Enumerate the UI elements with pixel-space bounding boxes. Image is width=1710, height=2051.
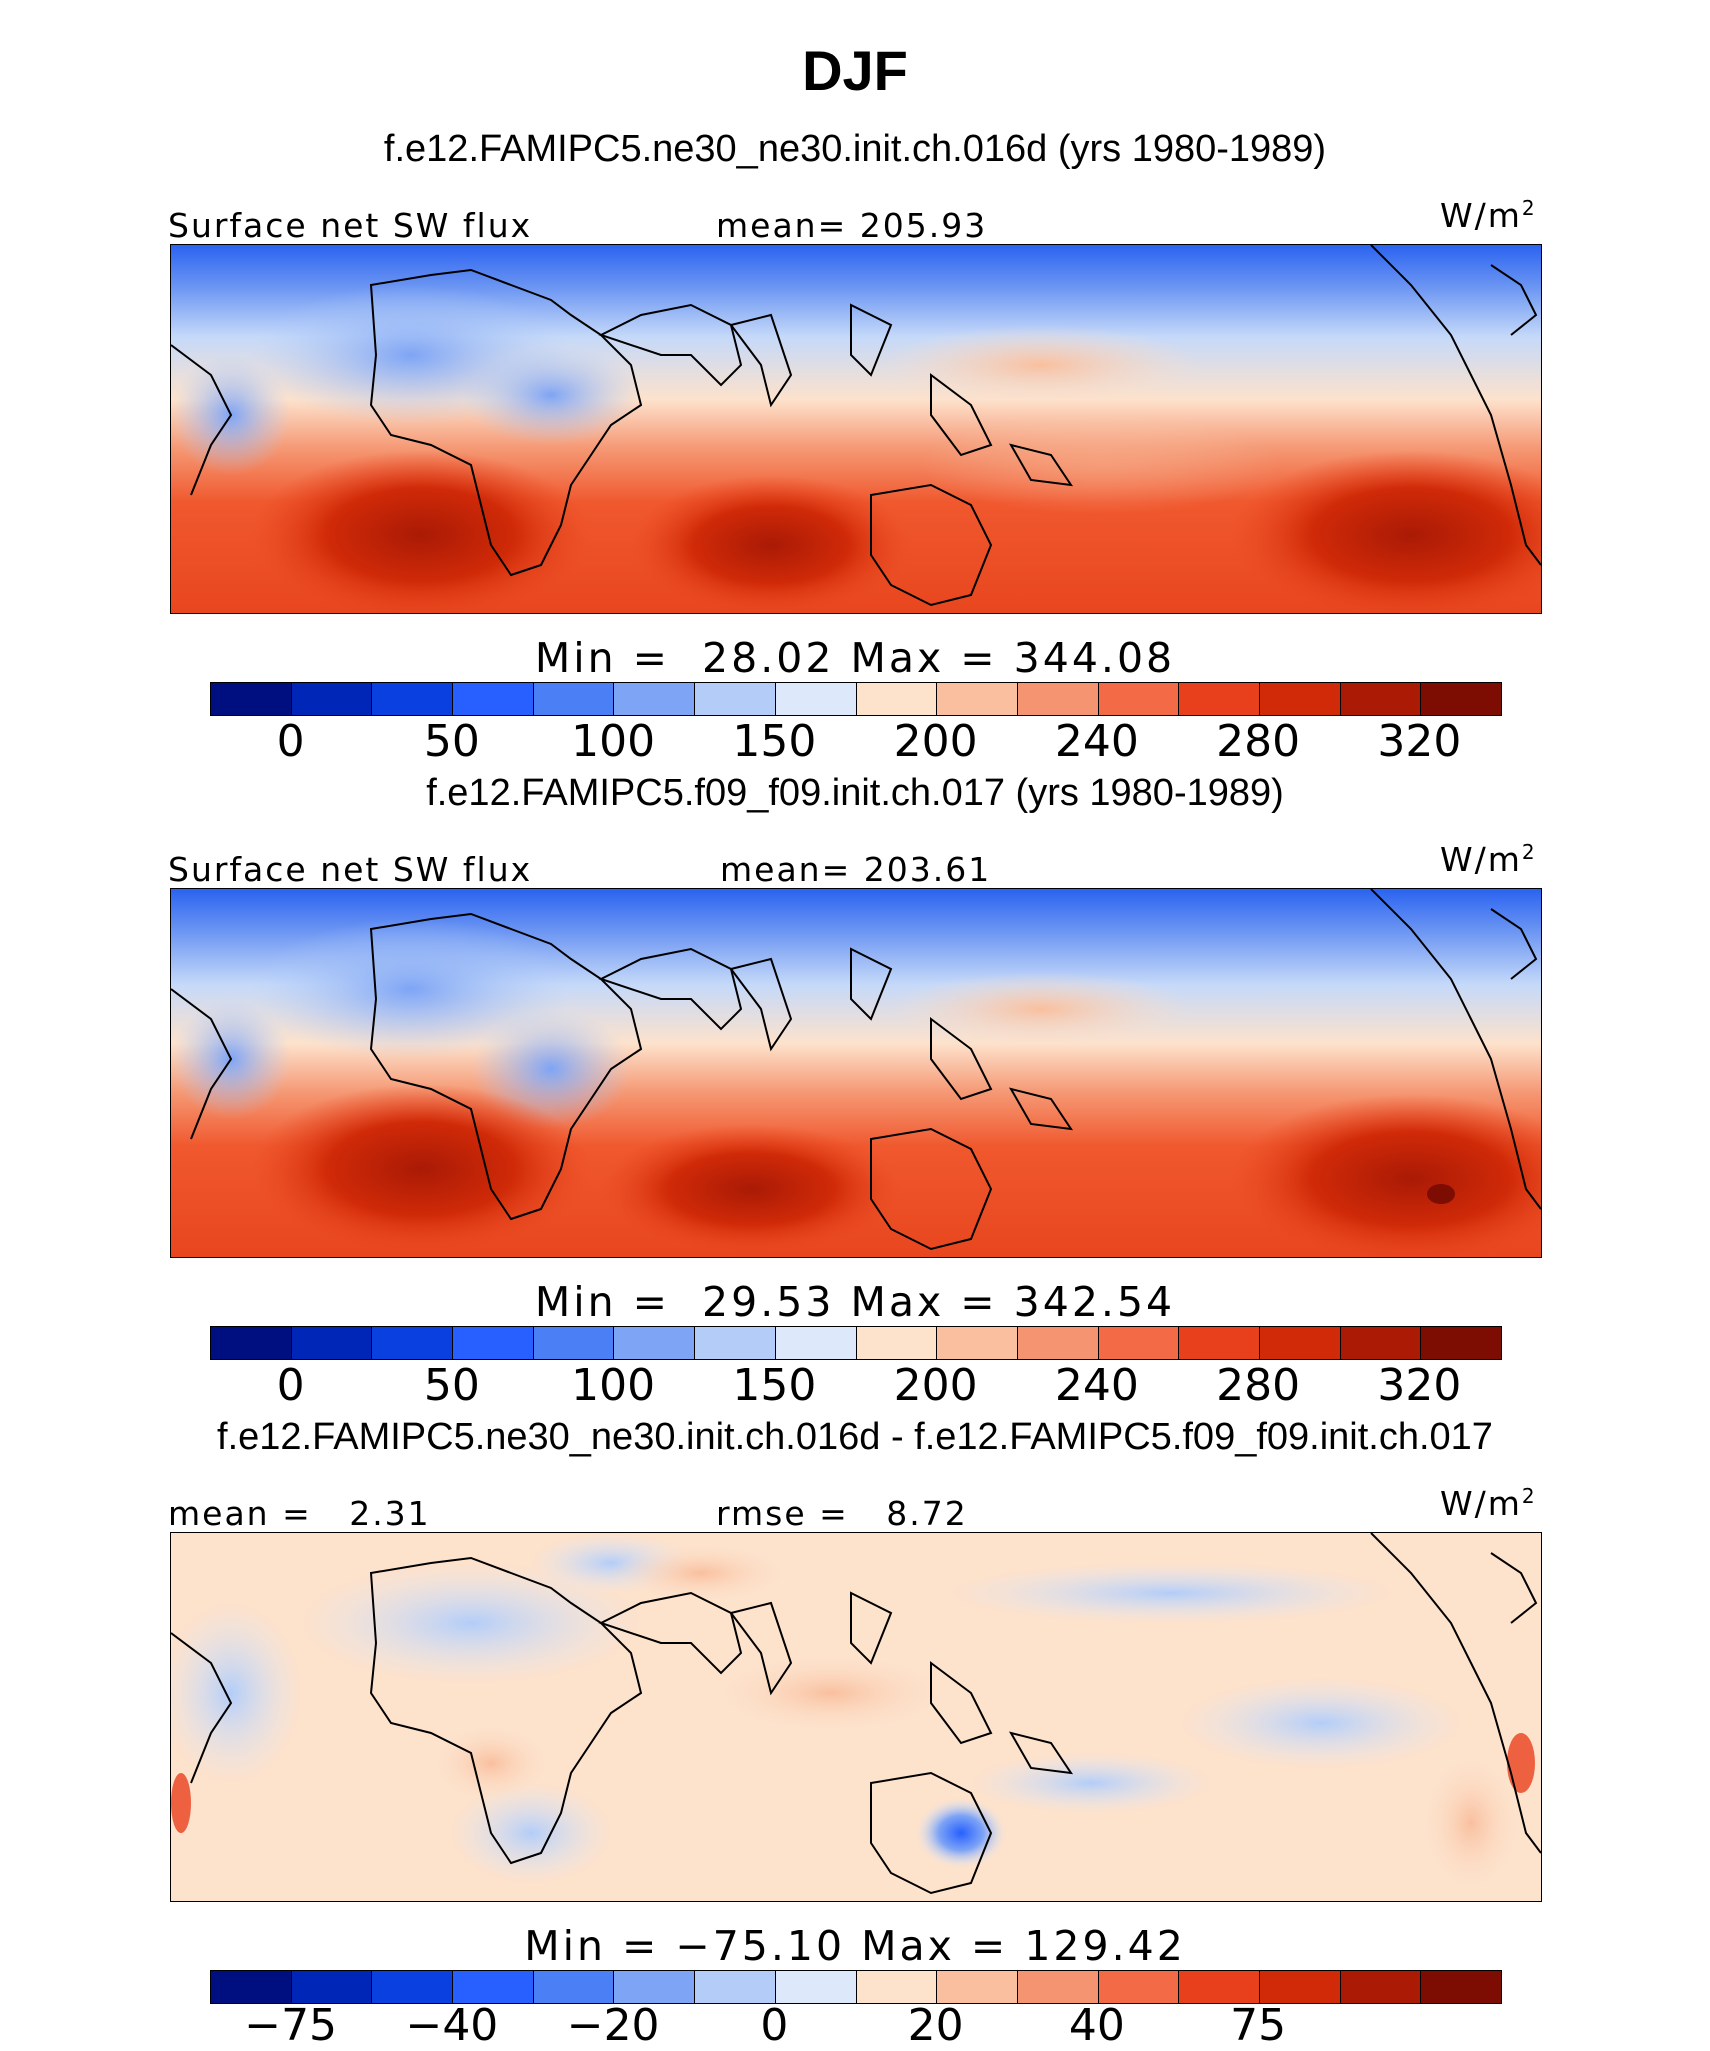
panel-3-map-plot bbox=[171, 1533, 1541, 1901]
colorbar-tick-label: 200 bbox=[893, 716, 978, 767]
colorbar-segment bbox=[533, 683, 615, 715]
colorbar-segment bbox=[453, 1327, 534, 1359]
colorbar-segment bbox=[1259, 1327, 1341, 1359]
panel-1-units: W/m2 bbox=[1440, 196, 1537, 235]
colorbar-tick-label: 320 bbox=[1377, 716, 1462, 767]
colorbar-segment bbox=[695, 1971, 776, 2003]
panel-3-colorbar-ticks: −75 −40 −20 0 20 40 75 bbox=[210, 2000, 1500, 2051]
colorbar-tick-label: 100 bbox=[571, 716, 656, 767]
colorbar-segment bbox=[1340, 1971, 1422, 2003]
figure-title: DJF bbox=[802, 39, 908, 102]
colorbar-segment bbox=[1098, 1971, 1180, 2003]
colorbar-tick-label: 280 bbox=[1216, 716, 1301, 767]
panel-2-mean-label: mean= 203.61 bbox=[720, 850, 992, 889]
colorbar-tick-label: 150 bbox=[732, 716, 817, 767]
colorbar-segment bbox=[1259, 683, 1341, 715]
panel-1-subtitle: f.e12.FAMIPC5.ne30_ne30.init.ch.016d (yr… bbox=[383, 128, 1327, 170]
colorbar-segment bbox=[453, 1971, 534, 2003]
colorbar-segment bbox=[775, 1971, 857, 2003]
colorbar-tick-label: 320 bbox=[1377, 1360, 1462, 1411]
colorbar-segment bbox=[1017, 1327, 1099, 1359]
colorbar-segment bbox=[695, 683, 776, 715]
colorbar-segment bbox=[211, 683, 292, 715]
colorbar-segment bbox=[614, 683, 696, 715]
colorbar-tick-label: −20 bbox=[566, 2000, 660, 2051]
colorbar-segment bbox=[533, 1327, 615, 1359]
panel-2-subtitle: f.e12.FAMIPC5.f09_f09.init.ch.017 (yrs 1… bbox=[426, 772, 1284, 814]
panel-1-map bbox=[170, 244, 1542, 614]
colorbar-tick-label: −40 bbox=[405, 2000, 499, 2051]
colorbar-segment bbox=[291, 1327, 373, 1359]
colorbar-segment bbox=[372, 1971, 454, 2003]
colorbar-segment bbox=[937, 1971, 1018, 2003]
colorbar-tick-label: 40 bbox=[1068, 2000, 1125, 2051]
colorbar-segment bbox=[1179, 1327, 1260, 1359]
colorbar-segment bbox=[937, 1327, 1018, 1359]
colorbar-segment bbox=[1179, 1971, 1260, 2003]
colorbar-segment bbox=[614, 1327, 696, 1359]
panel-1-mean-label: mean= 205.93 bbox=[716, 206, 988, 245]
panel-1-map-plot bbox=[171, 245, 1541, 613]
panel-2-map-plot bbox=[171, 889, 1541, 1257]
colorbar-tick-label: 150 bbox=[732, 1360, 817, 1411]
colorbar-segment bbox=[1340, 683, 1422, 715]
colorbar-segment bbox=[937, 683, 1018, 715]
colorbar-segment bbox=[1340, 1327, 1422, 1359]
colorbar-segment bbox=[856, 1971, 938, 2003]
colorbar-segment bbox=[372, 1327, 454, 1359]
colorbar-segment bbox=[533, 1971, 615, 2003]
panel-3-rmse-label: rmse = 8.72 bbox=[716, 1494, 968, 1533]
colorbar-tick-label: 0 bbox=[760, 2000, 789, 2051]
colorbar-segment bbox=[1017, 683, 1099, 715]
panel-2-variable-label: Surface net SW flux bbox=[168, 850, 533, 889]
colorbar-segment bbox=[614, 1971, 696, 2003]
colorbar-segment bbox=[372, 683, 454, 715]
colorbar-segment bbox=[291, 683, 373, 715]
panel-1-colorbar-ticks: 0 50 100 150 200 240 280 320 bbox=[210, 716, 1500, 767]
colorbar-segment bbox=[695, 1327, 776, 1359]
panel-2-colorbar-ticks: 0 50 100 150 200 240 280 320 bbox=[210, 1360, 1500, 1411]
colorbar-tick-label: 240 bbox=[1054, 1360, 1139, 1411]
colorbar-segment bbox=[453, 683, 534, 715]
colorbar-segment bbox=[856, 1327, 938, 1359]
panel-3-units: W/m2 bbox=[1440, 1484, 1537, 1523]
colorbar-tick-label: 100 bbox=[571, 1360, 656, 1411]
colorbar-segment bbox=[1179, 683, 1260, 715]
colorbar-segment bbox=[1421, 1971, 1501, 2003]
colorbar-tick-label: −75 bbox=[244, 2000, 338, 2051]
colorbar-segment bbox=[1421, 1327, 1501, 1359]
panel-2-units: W/m2 bbox=[1440, 840, 1537, 879]
panel-2-colorbar bbox=[210, 1326, 1502, 1360]
panel-3-subtitle: f.e12.FAMIPC5.ne30_ne30.init.ch.016d - f… bbox=[217, 1416, 1493, 1458]
panel-3-minmax-label: Min = −75.10 Max = 129.42 bbox=[524, 1922, 1186, 1970]
panel-1-colorbar bbox=[210, 682, 1502, 716]
colorbar-tick-label: 0 bbox=[276, 1360, 305, 1411]
colorbar-segment bbox=[1098, 683, 1180, 715]
panel-2-minmax-label: Min = 29.53 Max = 342.54 bbox=[534, 1278, 1176, 1326]
panel-1-minmax-label: Min = 28.02 Max = 344.08 bbox=[534, 634, 1176, 682]
colorbar-segment bbox=[1421, 683, 1501, 715]
colorbar-tick-label: 0 bbox=[276, 716, 305, 767]
colorbar-segment bbox=[775, 683, 857, 715]
colorbar-tick-label: 50 bbox=[423, 716, 480, 767]
colorbar-segment bbox=[1017, 1971, 1099, 2003]
colorbar-segment bbox=[856, 683, 938, 715]
colorbar-segment bbox=[291, 1971, 373, 2003]
colorbar-tick-label: 280 bbox=[1216, 1360, 1301, 1411]
panel-3-mean-label: mean = 2.31 bbox=[168, 1494, 431, 1533]
colorbar-tick-label: 75 bbox=[1230, 2000, 1287, 2051]
colorbar-tick-label: 200 bbox=[893, 1360, 978, 1411]
colorbar-segment bbox=[775, 1327, 857, 1359]
colorbar-tick-label: 50 bbox=[423, 1360, 480, 1411]
panel-1-variable-label: Surface net SW flux bbox=[168, 206, 533, 245]
colorbar-segment bbox=[1098, 1327, 1180, 1359]
colorbar-tick-label: 240 bbox=[1054, 716, 1139, 767]
colorbar-segment bbox=[1259, 1971, 1341, 2003]
colorbar-segment bbox=[211, 1971, 292, 2003]
colorbar-tick-label: 20 bbox=[907, 2000, 964, 2051]
colorbar-segment bbox=[211, 1327, 292, 1359]
panel-3-colorbar bbox=[210, 1970, 1502, 2004]
panel-3-map bbox=[170, 1532, 1542, 1902]
panel-2-map bbox=[170, 888, 1542, 1258]
